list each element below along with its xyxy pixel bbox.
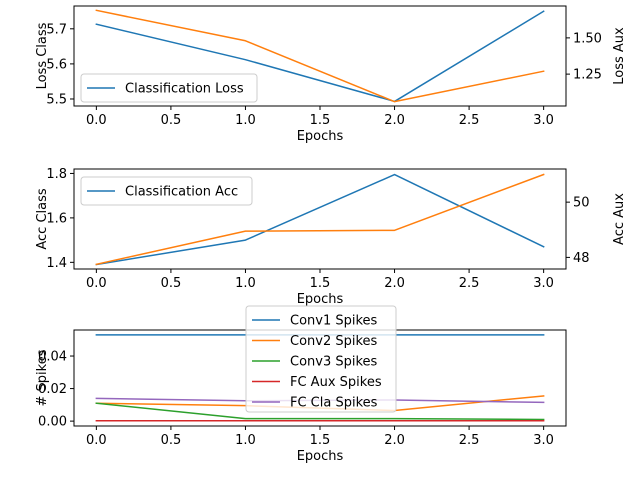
panel3-x-tick-label: 1.0 xyxy=(235,433,256,448)
panel1-y-tick-label: 5.7 xyxy=(46,22,67,37)
panel2-x-tick-label: 1.5 xyxy=(310,276,331,291)
panel2-x-tick-label: 3.0 xyxy=(533,276,554,291)
panel3-x-tick-label: 0.5 xyxy=(161,433,182,448)
panel2-y2-tick-label: 48 xyxy=(573,251,590,266)
panel1-y-axis-label: Loss Class xyxy=(35,22,50,89)
panel2-y-tick-label: 1.8 xyxy=(46,167,67,182)
panel1-x-tick-label: 0.0 xyxy=(86,113,107,128)
panel1-x-tick-label: 2.0 xyxy=(384,113,405,128)
panel3-legend-label: Conv2 Spikes xyxy=(290,334,378,349)
panel1-x-axis-label: Epochs xyxy=(297,129,344,144)
panel1-series-line-right-axis-1 xyxy=(95,9,545,103)
panel1-legend-label: Classification Loss xyxy=(125,82,244,97)
panel2-y-tick-label: 1.6 xyxy=(46,211,67,226)
panel2-legend-label: Classification Acc xyxy=(125,185,238,200)
panel2-x-tick-label: 2.0 xyxy=(384,276,405,291)
panel2-y2-tick-label: 50 xyxy=(573,196,590,211)
panel2-x-tick-label: 0.5 xyxy=(161,276,182,291)
panel2-legend-box xyxy=(80,176,253,206)
panel2-x-tick-label: 0.0 xyxy=(86,276,107,291)
panel1-x-tick-label: 2.5 xyxy=(459,113,480,128)
panel1-y2-tick-label: 1.50 xyxy=(573,31,602,46)
panel2-y-axis-label: Acc Class xyxy=(35,188,50,250)
panel2-y2-axis-label: Acc Aux xyxy=(612,193,627,245)
panel3-x-axis-label: Epochs xyxy=(297,449,344,464)
panel3-legend-label: FC Cla Spikes xyxy=(290,396,378,411)
panel1-x-tick-label: 3.0 xyxy=(533,113,554,128)
panel1-y2-axis-label: Loss Aux xyxy=(612,27,627,85)
panel2-series-line-right-axis-1 xyxy=(95,173,545,266)
panel3-y-axis-label: # Spikes xyxy=(35,349,50,406)
panel3-legend-label: Conv1 Spikes xyxy=(290,314,378,329)
panel1-y2-tick-label: 1.25 xyxy=(573,68,602,83)
panel2-x-tick-label: 2.5 xyxy=(459,276,480,291)
panel2-x-axis-label: Epochs xyxy=(297,292,344,307)
panel3-legend-label: FC Aux Spikes xyxy=(290,375,382,390)
panel3-x-tick-label: 2.5 xyxy=(459,433,480,448)
panel3-series-line-conv3-spikes xyxy=(95,402,545,421)
panel3-y-tick-label: 0.00 xyxy=(38,415,67,430)
panel1-legend-box xyxy=(80,73,258,103)
panel1-x-tick-label: 1.0 xyxy=(235,113,256,128)
panel2-series-line-classification-acc xyxy=(95,173,545,266)
panel1-y-tick-label: 5.6 xyxy=(46,57,67,72)
panel1-x-tick-label: 0.5 xyxy=(161,113,182,128)
panel3-legend-box xyxy=(245,305,397,413)
panel1-x-tick-label: 1.5 xyxy=(310,113,331,128)
panel3-x-tick-label: 0.0 xyxy=(86,433,107,448)
panel3-x-tick-label: 3.0 xyxy=(533,433,554,448)
panel3-legend-label: Conv3 Spikes xyxy=(290,355,378,370)
panel3-y-tick-label: 0.02 xyxy=(38,382,67,397)
panel2-y-tick-label: 1.4 xyxy=(46,256,67,271)
panel3-x-tick-label: 1.5 xyxy=(310,433,331,448)
panel2-x-tick-label: 1.0 xyxy=(235,276,256,291)
panel1-y-tick-label: 5.5 xyxy=(46,92,67,107)
panel3-y-tick-label: 0.04 xyxy=(38,350,67,365)
panel1-series-line-classification-loss xyxy=(95,10,545,103)
panel3-x-tick-label: 2.0 xyxy=(384,433,405,448)
